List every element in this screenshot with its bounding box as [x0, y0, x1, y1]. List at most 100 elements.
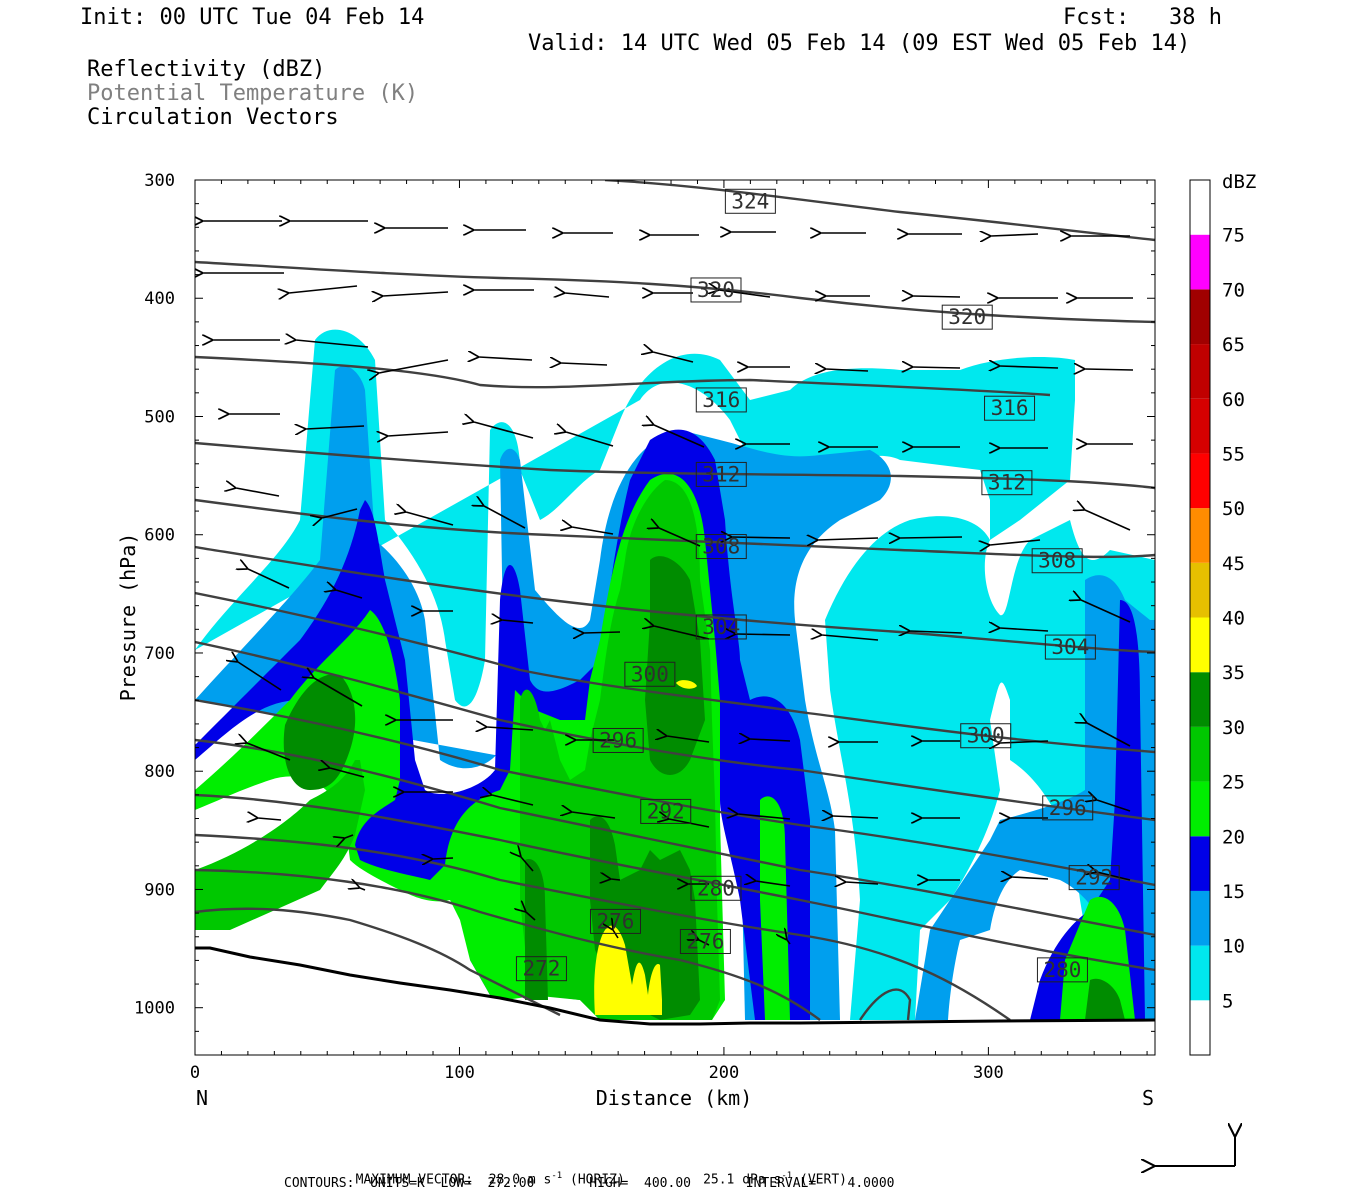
contour-label-box [640, 798, 692, 824]
contour-label-box [695, 534, 747, 560]
circulation-vector [289, 285, 358, 293]
circulation-vector [248, 569, 290, 589]
circulation-vectors [203, 221, 1134, 946]
contour-label: 324 [731, 189, 769, 213]
circulation-vector [1087, 723, 1131, 747]
colorbar-tick-label: 5 [1222, 990, 1233, 1012]
contour-label: 280 [1043, 958, 1081, 982]
circulation-vector [521, 857, 534, 872]
reflectivity-fill [195, 329, 1155, 1021]
circulation-vector [1000, 741, 1049, 743]
circulation-vector [667, 736, 710, 743]
max-vector-vert: 25.1 dPa s [703, 1172, 782, 1188]
max-vector-horiz: MAXIMUM VECTOR: 28.0 m s [355, 1172, 552, 1188]
colorbar-swatch [1190, 1000, 1210, 1055]
colorbar-tick-label: 55 [1222, 443, 1245, 465]
colorbar-tick-label: 70 [1222, 279, 1245, 301]
contour-label: 316 [991, 396, 1029, 420]
theta-contour [195, 355, 1051, 397]
circulation-vector [360, 888, 366, 891]
contour-label-box [984, 395, 1036, 421]
colorbar-frame [1189, 179, 1211, 1056]
circulation-vector [584, 632, 621, 633]
circulation-vector [336, 590, 363, 599]
theta-contours [195, 180, 1155, 1021]
colorbar-tick-label: 10 [1222, 936, 1245, 958]
theta-contour [195, 793, 1155, 972]
contour-label-box [624, 661, 676, 687]
colorbar-swatch [1190, 289, 1210, 345]
max-vector-line: MAXIMUM VECTOR: 28.0 m s-1 (HORIZ) 25.1 … [340, 1156, 847, 1187]
y-tick-label: 900 [144, 880, 175, 900]
contour-label: 296 [599, 728, 637, 752]
circulation-vector [406, 512, 454, 526]
contour-label: 272 [522, 957, 560, 981]
reflectivity-band [594, 680, 697, 1015]
colorbar: 5 10 15 20 25 30 35 40 45 50 55 60 65 70 75 dBZ [1189, 171, 1256, 1056]
circulation-vector [1097, 872, 1131, 881]
colorbar-unit: dBZ [1222, 171, 1256, 193]
colorbar-tick-label: 60 [1222, 389, 1245, 411]
contour-label-box [941, 304, 993, 330]
circulation-vector [1097, 800, 1131, 812]
y-tick-label: 500 [144, 407, 175, 427]
y-tick-label: 300 [144, 171, 175, 191]
theta-contour [195, 498, 1155, 559]
circulation-vector [487, 727, 534, 730]
contour-label-box [1031, 548, 1083, 574]
circulation-vector [1000, 628, 1049, 631]
contour-label-box [695, 461, 747, 487]
contour-label-box [679, 928, 731, 954]
circulation-vector [1000, 366, 1059, 368]
circulation-vector [913, 367, 961, 368]
contour-label-box [515, 956, 567, 982]
theta-contour [859, 988, 912, 1021]
contour-label-box [695, 614, 747, 640]
circulation-vector [990, 539, 1041, 545]
theta-contour [604, 180, 1155, 242]
circulation-vector [613, 930, 619, 939]
colorbar-tick-label: 45 [1222, 553, 1245, 575]
circulation-vector [654, 626, 710, 640]
circulation-vector [654, 425, 705, 448]
colorbar-swatch [1190, 234, 1210, 290]
contour-label-box [724, 188, 776, 214]
contour-label-box [589, 908, 641, 934]
circulation-vector [258, 818, 282, 820]
circulation-vector [611, 879, 621, 880]
contour-label-box [592, 727, 644, 753]
circulation-vector [502, 620, 534, 623]
contour-label-box [1042, 795, 1094, 821]
colorbar-swatch [1190, 453, 1210, 509]
field-reflectivity: Reflectivity (dBZ) [87, 57, 326, 82]
contour-label: 320 [697, 278, 735, 302]
circulation-vector [433, 858, 454, 859]
circulation-vector [314, 678, 363, 707]
contour-label: 296 [1049, 796, 1087, 820]
unit-exponent: -1 [551, 1171, 563, 1181]
circulation-vector [1081, 600, 1131, 623]
theta-contour [195, 640, 1155, 822]
contour-label: 320 [948, 305, 986, 329]
circulation-vector [1085, 510, 1131, 531]
plot-frame [194, 179, 1156, 1056]
max-vector-vert-tag: (VERT) [800, 1172, 847, 1188]
circulation-vector [910, 631, 963, 633]
contour-label-box [981, 470, 1033, 496]
x-end-label-n: N [196, 1086, 208, 1110]
circulation-vector [388, 432, 449, 436]
circulation-vector [846, 882, 879, 884]
contour-label: 292 [647, 799, 685, 823]
field-theta: Potential Temperature (K) [87, 81, 419, 106]
circulation-vector [383, 292, 449, 296]
x-tick-label: 300 [973, 1063, 1004, 1083]
unit-exponent: -1 [781, 1171, 793, 1181]
x-tick-label: 200 [709, 1063, 740, 1083]
colorbar-swatch [1190, 726, 1210, 782]
circulation-vector [345, 834, 354, 838]
max-vector-horiz-tag: (HORIZ) [570, 1172, 625, 1188]
colorbar-tick-label: 40 [1222, 608, 1245, 630]
valid-time: Valid: 14 UTC Wed 05 Feb 14 (09 EST Wed … [528, 31, 1191, 56]
circulation-vector [484, 506, 526, 529]
contour-label: 312 [988, 471, 1026, 495]
